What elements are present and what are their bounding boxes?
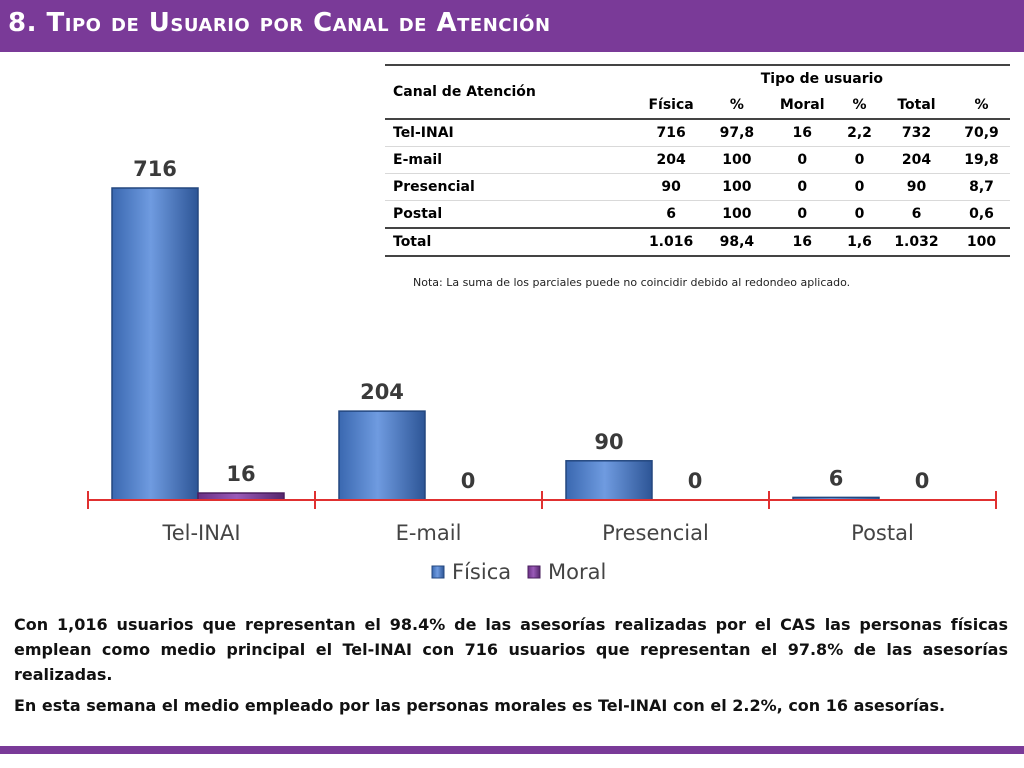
table-corner-header: Canal de Atención (385, 65, 634, 120)
table-note: Nota: La suma de los parciales puede no … (413, 276, 851, 289)
table-col-header: Moral (765, 92, 840, 120)
table-col-header: % (839, 92, 880, 120)
data-label: 0 (461, 469, 476, 493)
table-cell: 100 (708, 173, 766, 201)
category-label: Tel-INAI (161, 521, 240, 545)
data-table: Canal de Atención Tipo de usuario Física… (385, 64, 1010, 257)
table-cell: 16 (765, 227, 840, 257)
title-bar: 8. Tipo de Usuario por Canal de Atención (0, 0, 1024, 52)
legend-swatch (527, 565, 541, 579)
data-label: 0 (915, 469, 930, 493)
table-cell: 1.016 (633, 227, 709, 257)
table-cell: 100 (952, 227, 1010, 257)
summary-paragraph: Con 1,016 usuarios que representan el 98… (14, 615, 1008, 684)
legend-label: Física (452, 560, 511, 584)
table-cell: 98,4 (708, 227, 766, 257)
page-title: 8. Tipo de Usuario por Canal de Atención (8, 8, 551, 38)
table-cell: 97,8 (708, 119, 766, 147)
table-group-header: Tipo de usuario (760, 71, 884, 87)
table-row-label: Total (385, 227, 634, 257)
table-cell: 19,8 (952, 146, 1010, 174)
table-cell: 6 (879, 200, 953, 229)
summary-paragraph: En esta semana el medio empleado por las… (14, 696, 946, 715)
table-row-label: Postal (385, 200, 634, 229)
table-cell: 716 (633, 119, 709, 147)
table-cell: 204 (879, 146, 953, 174)
table-row: Tel-INAI 716 97,8 16 2,2 732 70,9 (385, 119, 1010, 147)
bar-fisica-e-mail (338, 410, 426, 501)
table-cell: 1.032 (879, 227, 953, 257)
table-cell: 100 (708, 146, 766, 174)
table-row-label: Tel-INAI (385, 119, 634, 147)
bar-fisica-tel-inai (111, 187, 199, 501)
data-label: 204 (360, 380, 404, 404)
table-cell: 0 (839, 146, 880, 174)
table-cell: 1,6 (839, 227, 880, 257)
legend: Física Moral (431, 560, 606, 584)
summary-text: Con 1,016 usuarios que representan el 98… (14, 612, 1008, 718)
legend-label: Moral (548, 560, 606, 584)
data-label: 0 (688, 469, 703, 493)
legend-swatch (431, 565, 445, 579)
table-col-header: % (708, 92, 766, 120)
category-label: Presencial (602, 521, 709, 545)
table-cell: 16 (765, 119, 840, 147)
table-cell: 204 (633, 146, 709, 174)
x-axis (87, 491, 997, 509)
table-cell: 0 (765, 200, 840, 229)
table-cell: 732 (879, 119, 953, 147)
table-cell: 8,7 (952, 173, 1010, 201)
table-row-label: Presencial (385, 173, 634, 201)
bars-layer (111, 187, 880, 501)
category-label: Postal (851, 521, 914, 545)
table-row: Presencial 90 100 0 0 90 8,7 (385, 173, 1010, 201)
table-total-row: Total 1.016 98,4 16 1,6 1.032 100 (385, 227, 1010, 257)
table-cell: 0 (839, 173, 880, 201)
bar-fisica-presencial (565, 460, 653, 501)
table-cell: 6 (633, 200, 709, 229)
table-col-header: % (952, 92, 1010, 120)
table-row-label: E-mail (385, 146, 634, 174)
table-cell: 2,2 (839, 119, 880, 147)
table-cell: 90 (633, 173, 709, 201)
category-label: E-mail (396, 521, 462, 545)
bar-moral-tel-inai (197, 492, 285, 501)
table-col-header: Total (879, 92, 953, 120)
table-cell: 0 (839, 200, 880, 229)
table-row: E-mail 204 100 0 0 204 19,8 (385, 146, 1010, 174)
table-cell: 0,6 (952, 200, 1010, 229)
table-cell: 70,9 (952, 119, 1010, 147)
footer-bar (0, 746, 1024, 754)
data-label: 90 (594, 430, 623, 454)
table-cell: 0 (765, 173, 840, 201)
data-label: 16 (226, 462, 255, 486)
table-cell: 100 (708, 200, 766, 229)
table-col-header: Física (633, 92, 709, 120)
data-label: 6 (829, 466, 844, 490)
table-row: Postal 6 100 0 0 6 0,6 (385, 200, 1010, 229)
table-cell: 90 (879, 173, 953, 201)
table-cell: 0 (765, 146, 840, 174)
data-label: 716 (133, 157, 177, 181)
